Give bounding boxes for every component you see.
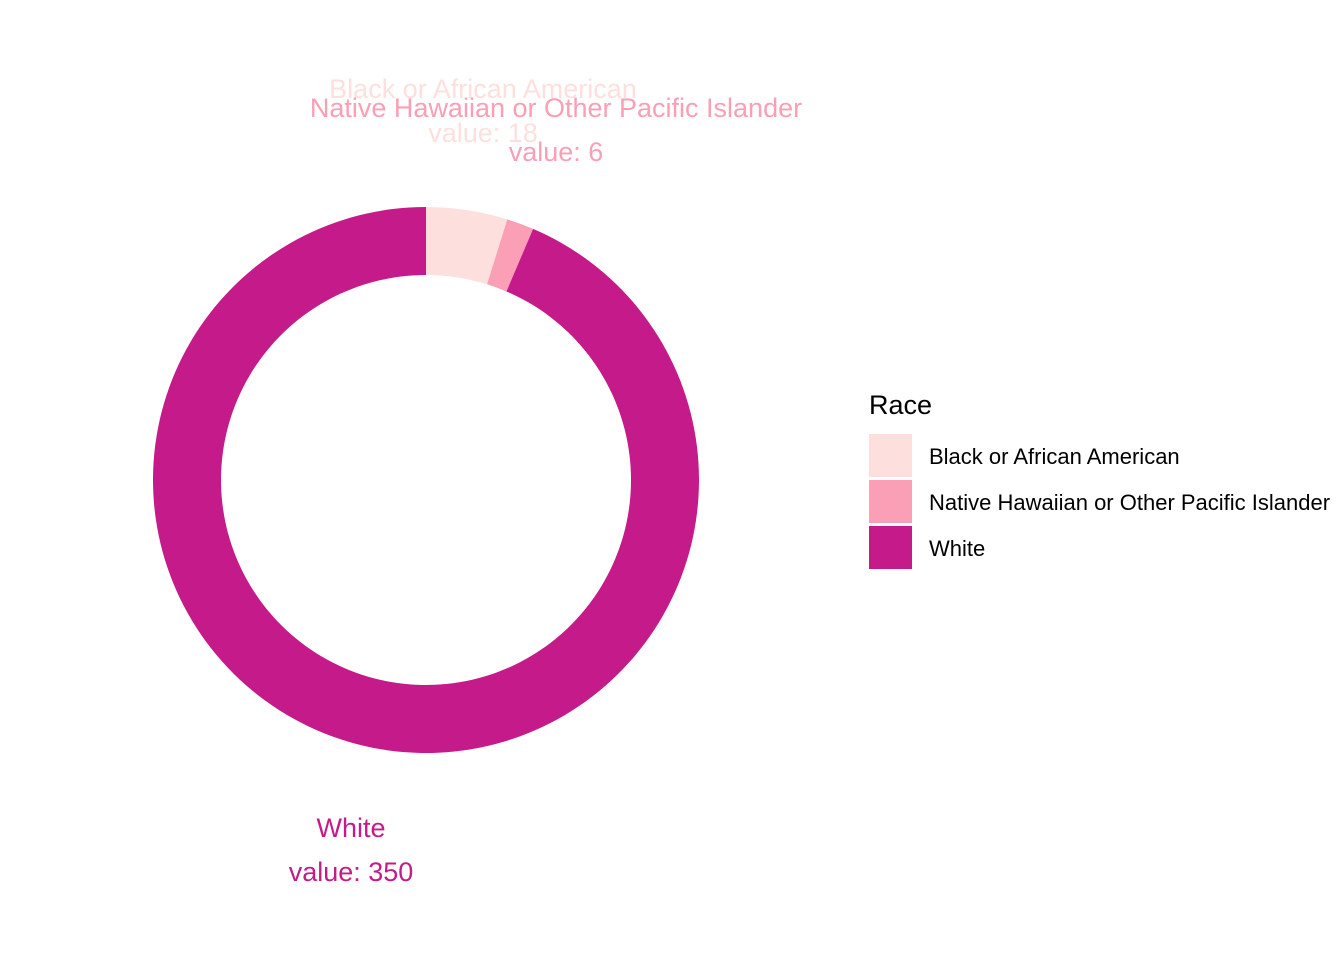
slice-white [153,206,700,753]
slice-label-name-native-hawaiian-or-other-pacific-islander: Native Hawaiian or Other Pacific Islande… [310,93,802,123]
donut-slices [153,206,700,753]
slice-label-value-native-hawaiian-or-other-pacific-islander: value: 6 [509,137,604,167]
slice-native-hawaiian-or-other-pacific-islander [487,219,534,292]
legend: Race Black or African American Native Haw… [869,390,1330,569]
slice-label-value-black-or-african-american: value: 18 [428,118,538,148]
legend-label-white: White [929,536,985,561]
legend-label-black-or-african-american: Black or African American [929,444,1180,469]
legend-key-white [869,526,912,569]
legend-key-black-or-african-american [869,434,912,477]
slice-label-value-white: value: 350 [289,857,414,887]
legend-label-native-hawaiian-or-other-pacific-islander: Native Hawaiian or Other Pacific Islande… [929,490,1330,515]
legend-title: Race [869,390,932,420]
slice-label-name-white: White [316,813,385,843]
legend-items: Black or African American Native Hawaiian… [869,434,1330,569]
slice-black-or-african-american [426,207,508,285]
slice-labels: Black or African American value: 18Native… [289,74,802,887]
slice-label-name-black-or-african-american: Black or African American [329,74,637,104]
legend-key-native-hawaiian-or-other-pacific-islander [869,480,912,523]
